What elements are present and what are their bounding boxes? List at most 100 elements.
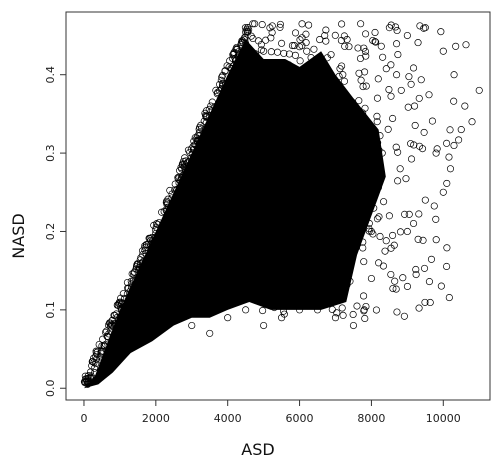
scatter-point (280, 286, 288, 294)
scatter-point (407, 80, 415, 88)
scatter-point (360, 44, 368, 52)
scatter-point (389, 114, 397, 123)
scatter-point (356, 165, 364, 173)
scatter-point (262, 87, 270, 95)
scatter-point (288, 225, 296, 233)
scatter-point (372, 38, 380, 46)
scatter-point (268, 116, 276, 124)
scatter-point (334, 180, 342, 188)
scatter-point (134, 260, 142, 268)
scatter-point (318, 208, 326, 216)
scatter-point (282, 113, 290, 121)
scatter-point (250, 69, 258, 77)
scatter-point (316, 36, 324, 44)
scatter-point (245, 52, 253, 60)
scatter-point (242, 275, 250, 283)
scatter-point (266, 247, 274, 255)
scatter-point (113, 301, 121, 309)
scatter-point (387, 244, 395, 252)
scatter-point (216, 102, 225, 110)
scatter-point (373, 118, 381, 126)
y-axis: 0.0 0.1 0.2 0.3 0.4 (44, 66, 66, 397)
scatter-point (143, 241, 151, 249)
scatter-point (387, 21, 395, 29)
scatter-point (393, 308, 401, 316)
scatter-point (258, 21, 266, 29)
scatter-point (278, 215, 286, 223)
scatter-point (249, 34, 257, 43)
scatter-point (305, 21, 313, 29)
scatter-point (407, 155, 416, 163)
scatter-point (244, 28, 252, 36)
scatter-point (339, 311, 347, 319)
scatter-point (92, 360, 100, 368)
scatter-point (373, 215, 381, 223)
scatter-point (329, 155, 337, 163)
scatter-point (360, 307, 368, 315)
scatter-point (330, 256, 339, 264)
scatter-point (394, 51, 402, 59)
scatter-point (415, 142, 424, 150)
scatter-point (284, 266, 292, 274)
scatter-point (312, 228, 320, 236)
scatter-point (339, 71, 347, 79)
scatter-point (175, 173, 183, 181)
scatter-point (416, 22, 424, 30)
scatter-point (328, 242, 336, 251)
scatter-point (260, 47, 268, 55)
scatter-point (348, 98, 356, 106)
scatter-point (446, 165, 455, 173)
scatter-point (312, 104, 320, 112)
scatter-point (248, 199, 257, 207)
scatter-point (286, 204, 294, 212)
scatter-point (84, 372, 93, 380)
scatter-point (280, 282, 288, 290)
scatter-point (313, 306, 322, 314)
scatter-point (263, 282, 271, 290)
scatter-points (80, 20, 483, 388)
scatter-point (358, 165, 366, 173)
scatter-point (163, 207, 171, 215)
scatter-point (286, 99, 294, 107)
scatter-point (281, 183, 289, 191)
scatter-point (288, 140, 296, 148)
scatter-point (455, 136, 463, 144)
scatter-point (254, 157, 263, 165)
scatter-point (403, 227, 411, 236)
scatter-point (341, 42, 349, 50)
scatter-point (304, 282, 312, 290)
scatter-point (443, 244, 451, 252)
scatter-point (145, 234, 153, 242)
scatter-point (262, 234, 270, 242)
scatter-point (255, 254, 263, 262)
scatter-point (368, 180, 376, 188)
scatter-point (206, 329, 214, 337)
scatter-point (171, 180, 179, 188)
scatter-point (316, 281, 324, 289)
scatter-point (412, 265, 420, 274)
scatter-point (303, 47, 311, 55)
scatter-point (315, 70, 323, 78)
scatter-point (432, 215, 440, 223)
scatter-point (338, 284, 346, 292)
scatter-point (443, 179, 451, 187)
scatter-point (291, 51, 299, 59)
scatter-point (184, 146, 192, 154)
scatter-point (445, 294, 453, 302)
scatter-point (137, 254, 145, 262)
y-tick-label: 0.2 (44, 223, 57, 241)
scatter-point (259, 193, 268, 201)
scatter-point (121, 299, 129, 307)
scatter-point (306, 178, 314, 186)
scatter-point (285, 61, 293, 69)
scatter-point (375, 259, 383, 267)
scatter-point (259, 181, 267, 189)
scatter-point (402, 175, 410, 183)
scatter-point (269, 156, 277, 164)
scatter-point (425, 278, 433, 286)
scatter-point (96, 353, 105, 361)
scatter-point (430, 202, 438, 210)
scatter-point (308, 167, 316, 175)
scatter-point (343, 115, 351, 123)
scatter-point (282, 168, 290, 176)
